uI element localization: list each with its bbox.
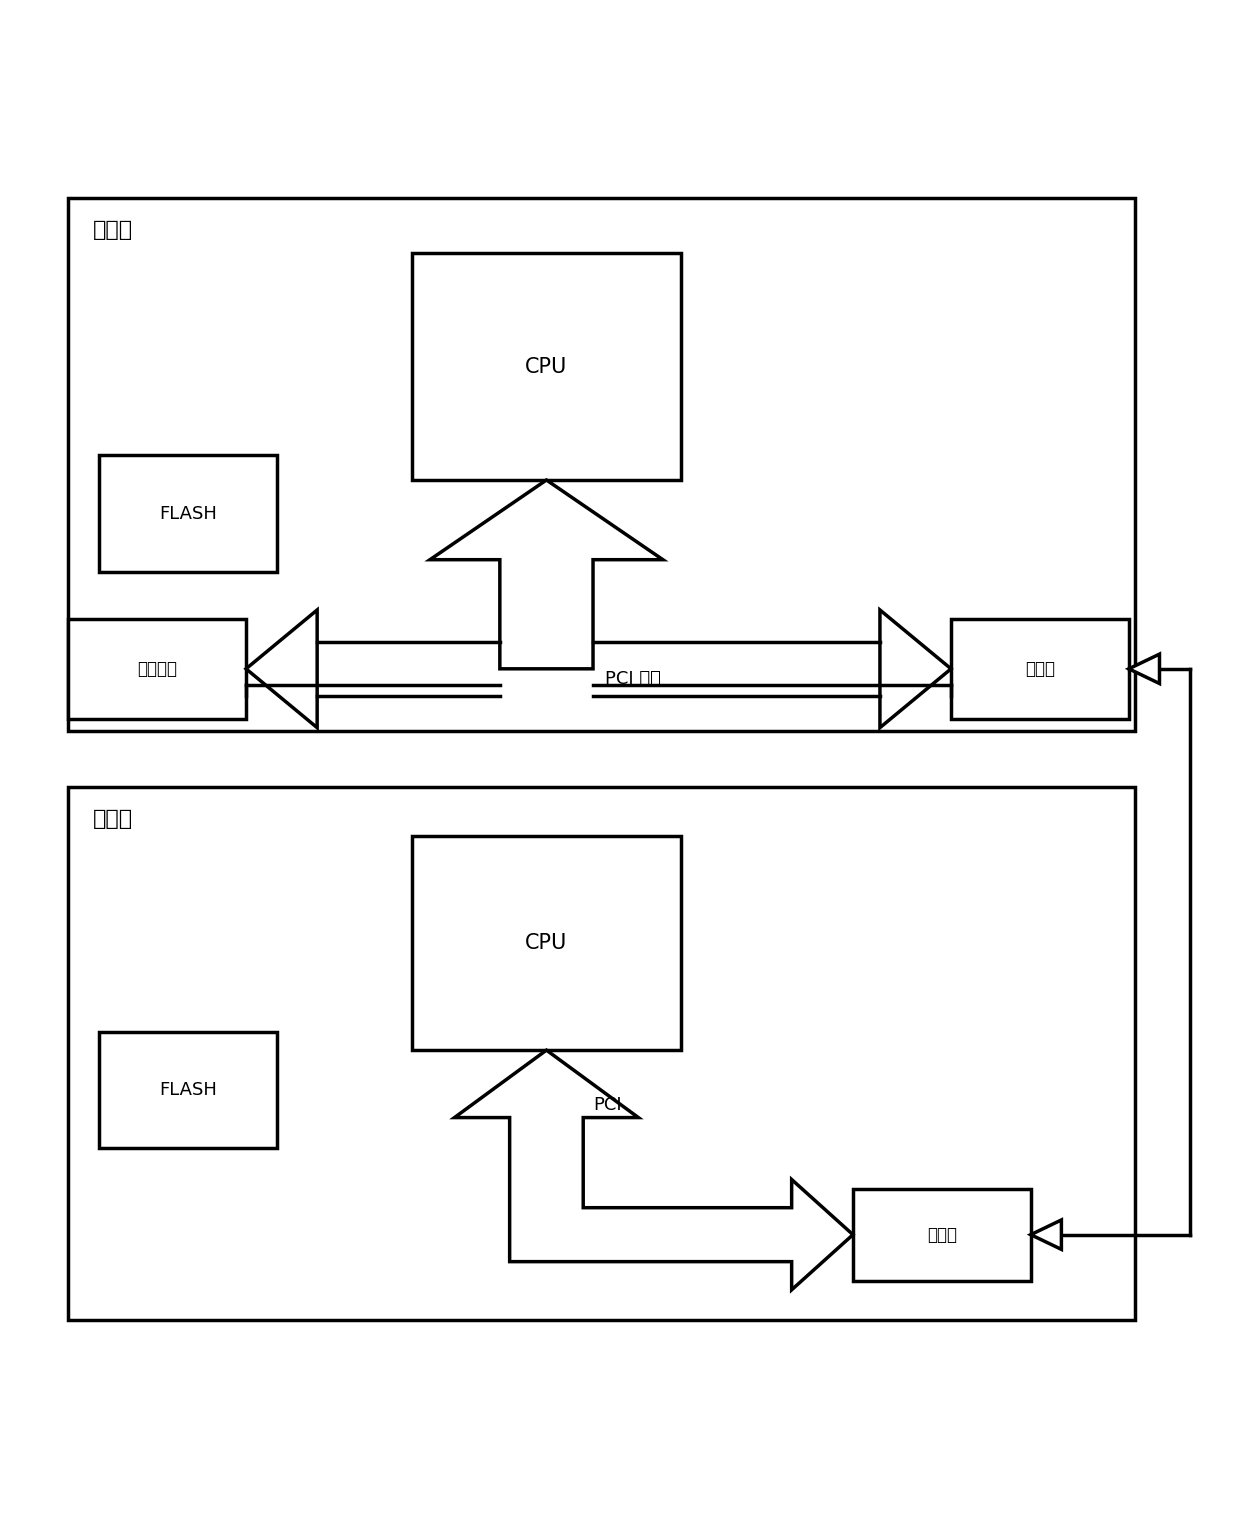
Polygon shape [430, 480, 663, 669]
Polygon shape [880, 610, 951, 727]
Bar [99, 456, 277, 572]
Text: FLASH: FLASH [159, 1081, 217, 1099]
Bar [99, 1032, 277, 1148]
Bar [68, 198, 1135, 732]
Polygon shape [246, 610, 317, 727]
Text: CPU: CPU [526, 933, 568, 952]
Bar [412, 253, 681, 480]
Text: 业务板: 业务板 [93, 809, 133, 829]
Text: PCI: PCI [593, 1096, 621, 1114]
Text: CPU: CPU [526, 357, 568, 376]
Bar [951, 619, 1128, 719]
Text: 管理网口: 管理网口 [138, 660, 177, 678]
Polygon shape [1128, 654, 1159, 684]
Polygon shape [455, 1050, 853, 1289]
Text: FLASH: FLASH [159, 504, 217, 523]
Polygon shape [1030, 1219, 1061, 1250]
Bar [68, 786, 1135, 1320]
Text: PCI 总线: PCI 总线 [605, 669, 661, 687]
Text: 带外口: 带外口 [1025, 660, 1055, 678]
Text: 带外口: 带外口 [926, 1225, 957, 1244]
Text: 主控板: 主控板 [93, 219, 133, 241]
Bar [68, 619, 246, 719]
Bar [853, 1189, 1030, 1280]
Bar [412, 835, 681, 1050]
